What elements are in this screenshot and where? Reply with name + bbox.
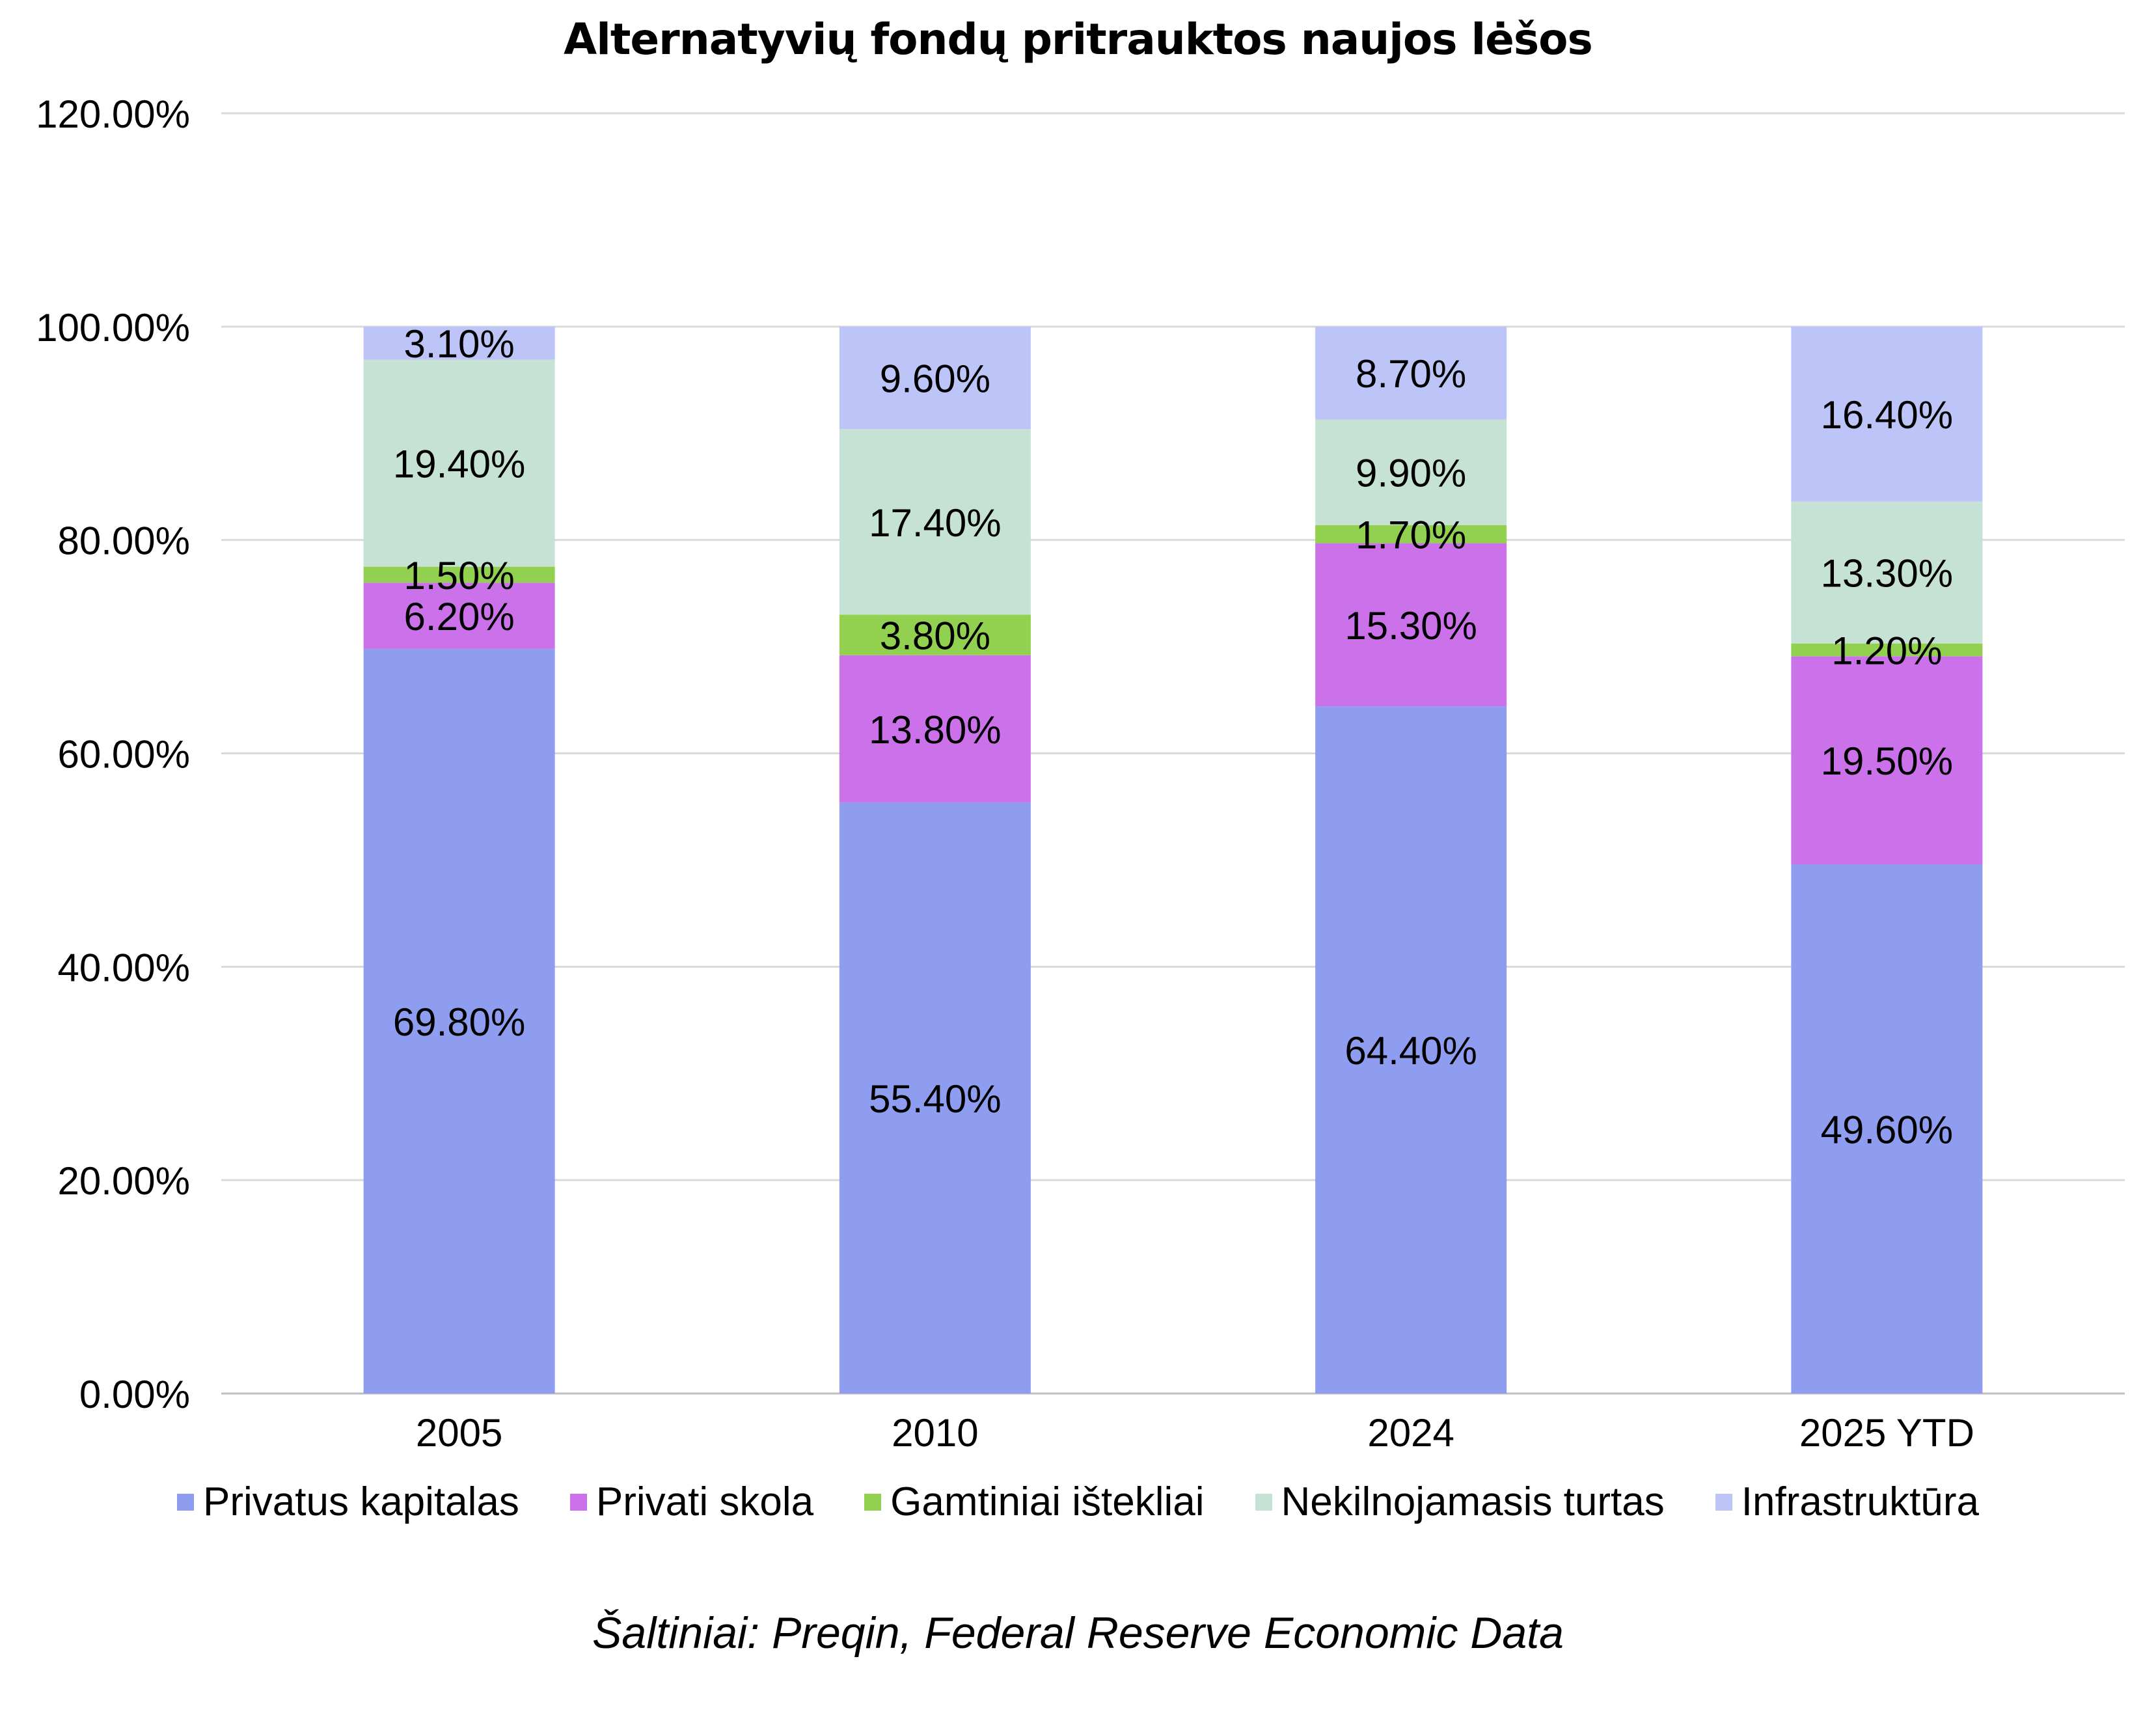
chart-title: Alternatyvių fondų pritrauktos naujos lė… <box>564 14 1593 64</box>
bar-segment <box>1791 501 1983 644</box>
bar-segment <box>363 583 555 649</box>
data-label: 3.80% <box>880 614 990 658</box>
bars <box>363 326 1983 1394</box>
bar-segment <box>1791 864 1983 1394</box>
legend-item: Gamtiniai ištekliai <box>864 1479 1205 1525</box>
data-label: 3.10% <box>404 322 515 366</box>
bar-segment <box>1791 656 1983 864</box>
data-label: 13.30% <box>1821 552 1954 596</box>
data-label: 1.50% <box>404 554 515 597</box>
legend-swatch <box>569 1493 587 1511</box>
legend-label: Infrastruktūra <box>1741 1479 1979 1524</box>
data-labels: 69.80% 6.20%1.50% 19.40% 3.10% 55.40% 13.80% 3… <box>393 322 1953 1151</box>
bar-segment <box>363 648 555 1394</box>
bar-segment <box>839 326 1031 430</box>
y-axis-ticks: 0.00% 20.00% 40.00% 60.00% 80.00% 100.00% 120.… <box>36 92 190 1416</box>
bar-segment <box>1315 543 1507 707</box>
y-tick-label: 0.00% <box>79 1373 190 1416</box>
legend: Privatus kapitalas Privati skola Gamtiniai… <box>0 1479 2156 1525</box>
bar-segment <box>363 359 555 567</box>
legend-item: Infrastruktūra <box>1715 1479 1979 1525</box>
y-tick-label: 80.00% <box>58 519 191 563</box>
x-tick-label: 2025 YTD <box>1799 1411 1974 1455</box>
data-label: 9.90% <box>1356 452 1466 495</box>
legend-label: Privatus kapitalas <box>203 1479 519 1524</box>
data-label: 19.40% <box>393 443 526 486</box>
legend-item: Privati skola <box>569 1479 814 1525</box>
legend-swatch <box>864 1493 882 1511</box>
legend-swatch <box>177 1493 195 1511</box>
legend-item: Nekilnojamasis turtas <box>1255 1479 1665 1525</box>
data-label: 69.80% <box>393 1000 526 1044</box>
y-tick-label: 20.00% <box>58 1159 191 1203</box>
legend-label: Gamtiniai ištekliai <box>890 1479 1205 1524</box>
legend-swatch <box>1715 1493 1732 1511</box>
bar-segment <box>1315 706 1507 1394</box>
data-label: 19.50% <box>1821 739 1954 783</box>
legend-label: Privati skola <box>595 1479 814 1524</box>
legend-label: Nekilnojamasis turtas <box>1281 1479 1665 1524</box>
bar-segment <box>839 429 1031 615</box>
x-tick-label: 2024 <box>1367 1411 1454 1455</box>
bar-segment <box>1315 525 1507 543</box>
y-tick-label: 60.00% <box>58 733 191 776</box>
bar-segment <box>363 326 555 360</box>
bar-segment <box>1791 643 1983 657</box>
data-label: 49.60% <box>1821 1108 1954 1151</box>
x-tick-label: 2005 <box>416 1411 502 1455</box>
bar-segment <box>1791 326 1983 502</box>
y-tick-label: 100.00% <box>36 306 190 350</box>
legend-item: Privatus kapitalas <box>177 1479 519 1525</box>
data-label: 13.80% <box>869 708 1002 752</box>
data-label: 1.70% <box>1356 514 1466 557</box>
source-note: Šaltiniai: Preqin, Federal Reserve Econo… <box>592 1608 1564 1658</box>
data-label: 55.40% <box>869 1077 1002 1121</box>
x-tick-label: 2010 <box>892 1411 978 1455</box>
data-label: 8.70% <box>1356 352 1466 396</box>
bar-segment <box>363 566 555 583</box>
x-axis-ticks: 2005 2010 2024 2025 YTD <box>416 1411 1974 1455</box>
data-label: 9.60% <box>880 357 990 401</box>
legend-swatch <box>1255 1493 1272 1511</box>
bar-segment <box>839 614 1031 655</box>
data-label: 17.40% <box>869 501 1002 545</box>
data-label: 1.20% <box>1831 629 1942 673</box>
bar-segment <box>839 802 1031 1394</box>
data-label: 64.40% <box>1344 1029 1477 1073</box>
bar-segment <box>839 655 1031 803</box>
bar-segment <box>1315 419 1507 525</box>
data-label: 15.30% <box>1344 604 1477 648</box>
bar-segment <box>1315 326 1507 420</box>
data-label: 6.20% <box>404 595 515 638</box>
y-tick-label: 40.00% <box>58 946 191 989</box>
data-label: 16.40% <box>1821 393 1954 437</box>
y-tick-label: 120.00% <box>36 92 190 136</box>
